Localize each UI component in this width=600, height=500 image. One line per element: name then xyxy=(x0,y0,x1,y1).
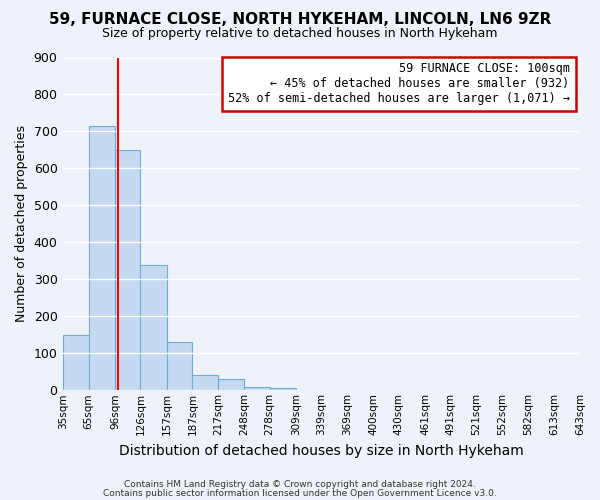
Bar xyxy=(193,374,218,390)
Bar xyxy=(244,386,269,390)
Text: Size of property relative to detached houses in North Hykeham: Size of property relative to detached ho… xyxy=(102,28,498,40)
Bar xyxy=(89,126,115,390)
Bar xyxy=(167,342,193,390)
Bar xyxy=(140,264,167,390)
Bar xyxy=(63,335,89,390)
Y-axis label: Number of detached properties: Number of detached properties xyxy=(15,126,28,322)
Text: Contains public sector information licensed under the Open Government Licence v3: Contains public sector information licen… xyxy=(103,488,497,498)
Text: Contains HM Land Registry data © Crown copyright and database right 2024.: Contains HM Land Registry data © Crown c… xyxy=(124,480,476,489)
Bar xyxy=(115,150,140,390)
X-axis label: Distribution of detached houses by size in North Hykeham: Distribution of detached houses by size … xyxy=(119,444,524,458)
Text: 59, FURNACE CLOSE, NORTH HYKEHAM, LINCOLN, LN6 9ZR: 59, FURNACE CLOSE, NORTH HYKEHAM, LINCOL… xyxy=(49,12,551,28)
Bar xyxy=(269,388,296,390)
Text: 59 FURNACE CLOSE: 100sqm
← 45% of detached houses are smaller (932)
52% of semi-: 59 FURNACE CLOSE: 100sqm ← 45% of detach… xyxy=(227,62,569,106)
Bar xyxy=(218,379,244,390)
